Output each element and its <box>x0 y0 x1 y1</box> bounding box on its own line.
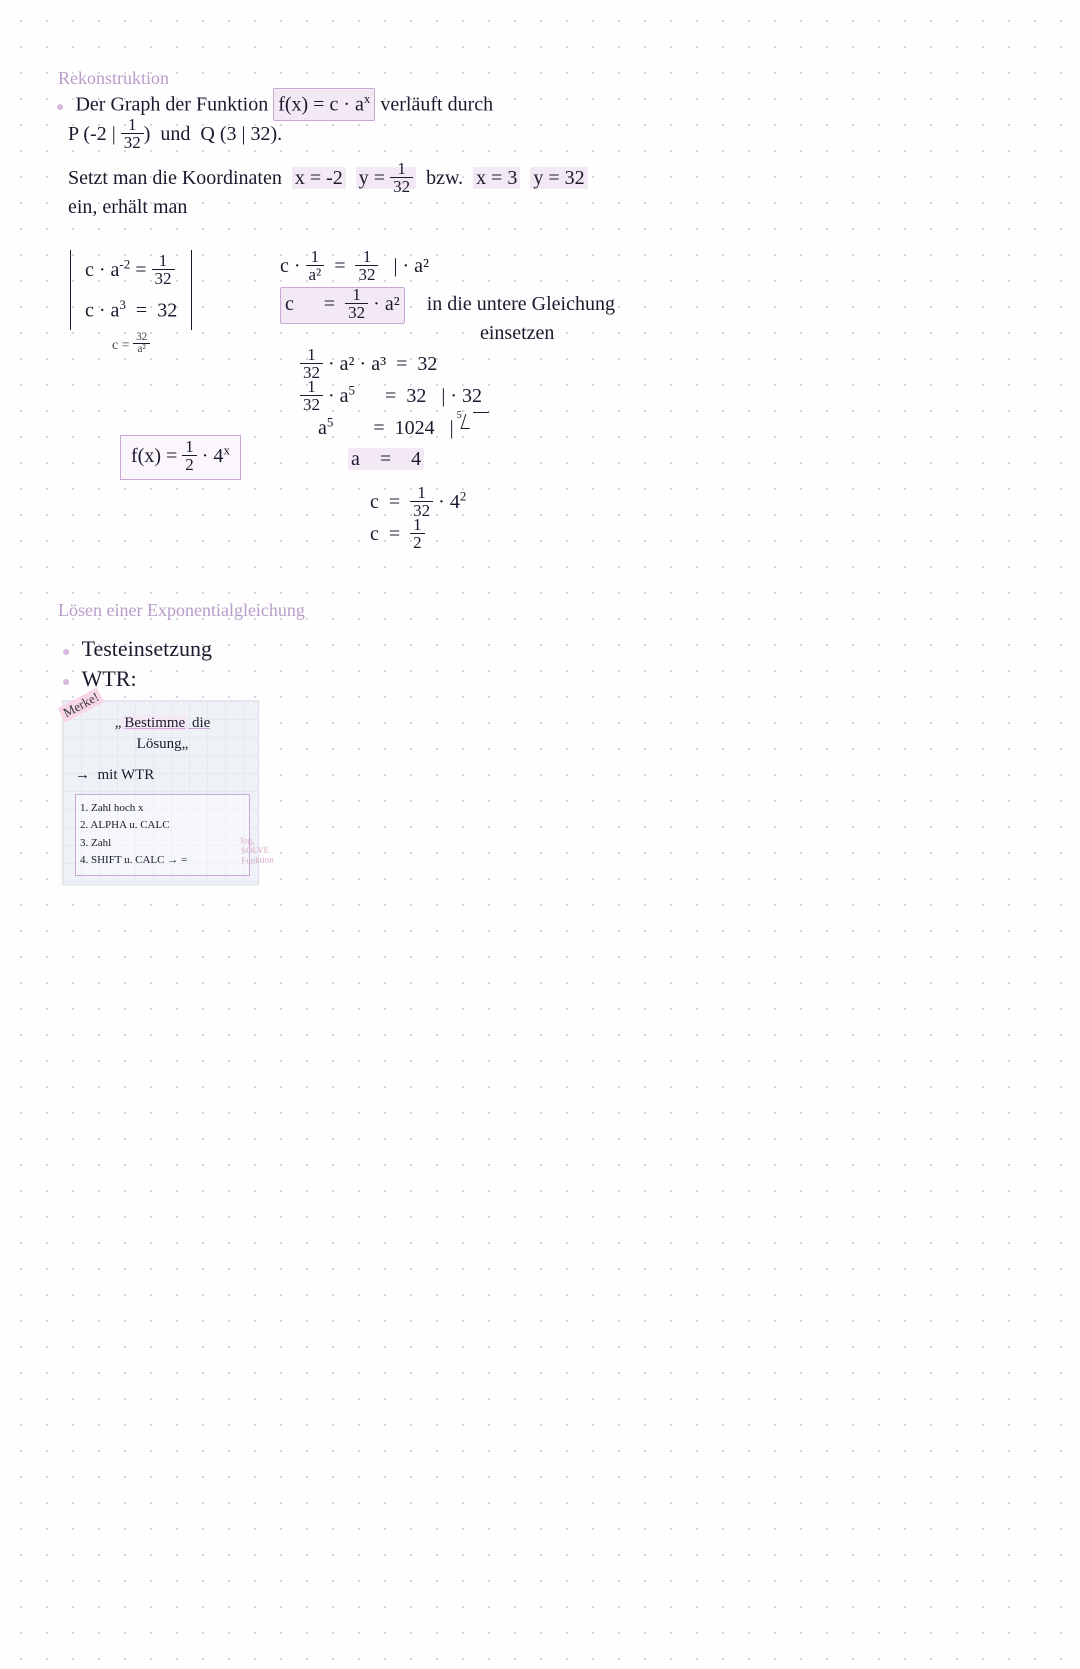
eq2: c · a3 = 32 <box>85 295 177 326</box>
step-1: 1. Zahl hoch x <box>80 801 245 816</box>
hl-x-2: x = -2 <box>292 167 346 189</box>
work-r2: c = 132 · a² in die untere Gleichung <box>280 287 615 324</box>
eq1: c · a-2 = 132 <box>85 254 177 289</box>
bullet-icon: ● <box>56 100 64 115</box>
work-r2-note1: in die untere Gleichung <box>427 293 615 315</box>
work-r2-note2: einsetzen <box>480 318 554 348</box>
step-3: 3. Zahl <box>80 836 245 851</box>
b1-text: Testeinsetzung <box>82 636 212 661</box>
sticky-side-annot: log, SOLVE Funktion <box>241 835 275 866</box>
step-4: 4. SHIFT u. CALC → = <box>80 853 245 868</box>
step-2: 2. ALPHA u. CALC <box>80 818 245 833</box>
bullet-wtr: ● WTR: <box>62 662 137 695</box>
bullet-testeinsetzung: ● Testeinsetzung <box>62 632 212 665</box>
work-r1: c · 1a² = 132 | · a² <box>280 250 429 285</box>
l3d: bzw. <box>426 167 463 189</box>
work-r6: a = 4 <box>348 444 424 474</box>
text-line-4: ein, erhält man <box>68 192 187 222</box>
sticky-steps: 1. Zahl hoch x 2. ALPHA u. CALC 3. Zahl … <box>75 794 250 876</box>
work-r8: c = 12 <box>370 518 425 553</box>
hl-y32: y = 32 <box>530 167 587 189</box>
sticky-note: Merke! „Bestimme die Lösung„ → mit WTR 1… <box>62 700 259 885</box>
text-line-3: Setzt man die Koordinaten x = -2 y = 132… <box>68 162 1028 197</box>
work-r4: 132 · a5 = 32 | · 32 <box>300 380 482 415</box>
b2-text: WTR: <box>82 666 137 691</box>
equation-system: c · a-2 = 132 c · a3 = 32 c = 32a² <box>70 250 192 357</box>
bullet-icon: ● <box>62 645 70 660</box>
line1-pre: Der Graph der Funktion <box>75 94 268 116</box>
formula-fx: f(x) = c · ax <box>273 88 375 121</box>
annot3: Funktion <box>242 855 275 866</box>
text-line-2: P (-2 | 132) und Q (3 | 32). <box>68 118 282 153</box>
bullet-icon: ● <box>62 675 70 690</box>
section-heading-rekonstruktion: Rekonstruktion <box>58 68 169 89</box>
text-line-1: ● Der Graph der Funktion f(x) = c · ax v… <box>56 88 1016 121</box>
line1-post: verläuft durch <box>380 94 493 116</box>
work-r5: a5 = 1024 | 5 <box>318 412 489 443</box>
l3a: Setzt man die Koordinaten <box>68 167 282 189</box>
system-note: c = 32a² <box>70 334 192 357</box>
hl-y-32: y = 132 <box>356 167 416 189</box>
sticky-body: „Bestimme die Lösung„ → mit WTR 1. Zahl … <box>75 713 250 876</box>
sticky-arrow-line: → mit WTR <box>75 765 250 786</box>
hl-x3: x = 3 <box>473 167 520 189</box>
section-heading-exponential: Lösen einer Exponentialgleichung <box>58 600 305 621</box>
result-box: f(x) = 12 · 4x <box>120 435 241 480</box>
